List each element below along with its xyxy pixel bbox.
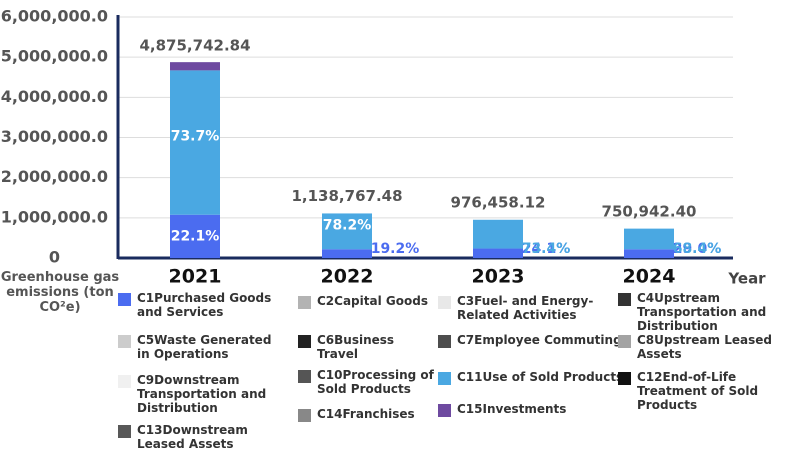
- y-tick-label: 0: [49, 248, 60, 267]
- bar-segment: [322, 213, 372, 250]
- x-tick-label: 2023: [472, 266, 525, 288]
- y-tick-label: 5,000,000.0: [1, 47, 108, 66]
- legend-label: C7Employee Commuting: [457, 333, 622, 347]
- legend-swatch: [118, 293, 131, 306]
- bar-segment: [170, 214, 220, 258]
- legend-swatch: [618, 293, 631, 306]
- legend-swatch: [618, 372, 631, 385]
- legend-label: C5Waste Generated in Operations: [137, 333, 272, 361]
- legend-label: C1Purchased Goods and Services: [137, 291, 272, 319]
- share-label: 73.4%: [522, 241, 571, 257]
- legend-swatch: [438, 404, 451, 417]
- total-label: 750,942.40: [602, 202, 697, 220]
- x-axis-label: Year: [727, 270, 766, 288]
- legend-label: C2Capital Goods: [317, 294, 428, 308]
- legend-swatch: [298, 370, 311, 383]
- legend-swatch: [438, 335, 451, 348]
- share-label: 29.0%: [673, 241, 722, 257]
- y-axis-label: Greenhouse gas emissions (ton CO²e): [0, 270, 120, 315]
- legend-swatch: [438, 372, 451, 385]
- legend-label: C11Use of Sold Products: [457, 370, 624, 384]
- y-tick-label: 3,000,000.0: [1, 127, 108, 146]
- bar-segment: [624, 249, 674, 258]
- share-label: 24.1%: [522, 241, 571, 257]
- share-label: 19.2%: [371, 241, 420, 257]
- bar-segment: [170, 62, 220, 71]
- legend-label: C13Downstream Leased Assets: [137, 423, 248, 451]
- legend-label: C8Upstream Leased Assets: [637, 333, 772, 361]
- legend-swatch: [118, 335, 131, 348]
- total-label: 1,138,767.48: [291, 187, 402, 205]
- legend-label: C9Downstream Transportation and Distribu…: [137, 373, 267, 415]
- total-label: 976,458.12: [451, 193, 546, 211]
- share-label: 73.7%: [171, 129, 220, 145]
- bar-segment: [322, 249, 372, 258]
- legend-swatch: [618, 335, 631, 348]
- y-tick-label: 1,000,000.0: [1, 207, 108, 226]
- legend-swatch: [438, 296, 451, 309]
- bar-segment: [170, 70, 220, 215]
- legend-label: C14Franchises: [317, 407, 415, 421]
- legend-swatch: [298, 409, 311, 422]
- y-tick-label: 6,000,000.0: [1, 7, 108, 26]
- legend-label: C10Processing of Sold Products: [317, 368, 434, 396]
- legend-swatch: [118, 425, 131, 438]
- legend-label: C12End-of-Life Treatment of Sold Product…: [637, 370, 759, 412]
- y-tick-label: 2,000,000.0: [1, 167, 108, 186]
- legend-label: C4Upstream Transportation and Distributi…: [637, 291, 767, 333]
- share-label: 78.2%: [323, 217, 372, 233]
- share-label: 22.1%: [171, 228, 220, 244]
- bar-segment: [473, 248, 523, 258]
- total-label: 4,875,742.84: [139, 37, 250, 55]
- bar-segment: [624, 228, 674, 250]
- chart: 0 1,000,000.0 2,000,000.0 3,000,000.0 4,000,…: [1, 7, 766, 288]
- legend-label: C15Investments: [457, 402, 567, 416]
- x-tick-label: 2022: [321, 266, 374, 288]
- legend-swatch: [298, 296, 311, 309]
- legend-swatch: [118, 375, 131, 388]
- share-label: 68.4%: [673, 241, 722, 257]
- y-tick-label: 4,000,000.0: [1, 87, 108, 106]
- x-tick-label: 2021: [169, 266, 222, 288]
- bar-segment: [473, 219, 523, 249]
- legend-label: C6Business Travel: [317, 333, 395, 361]
- legend-swatch: [298, 335, 311, 348]
- x-tick-label: 2024: [623, 266, 676, 288]
- legend-label: C3Fuel- and Energy-Related Activities: [457, 294, 594, 322]
